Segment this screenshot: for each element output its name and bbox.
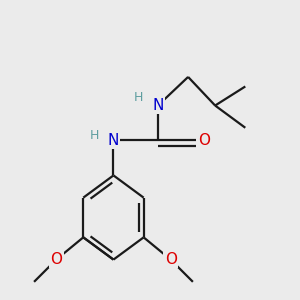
Text: O: O <box>50 252 62 267</box>
Text: N: N <box>152 98 164 113</box>
Text: O: O <box>165 252 177 267</box>
Text: H: H <box>90 129 99 142</box>
Text: N: N <box>108 133 119 148</box>
Text: O: O <box>198 133 210 148</box>
Text: H: H <box>134 91 144 104</box>
